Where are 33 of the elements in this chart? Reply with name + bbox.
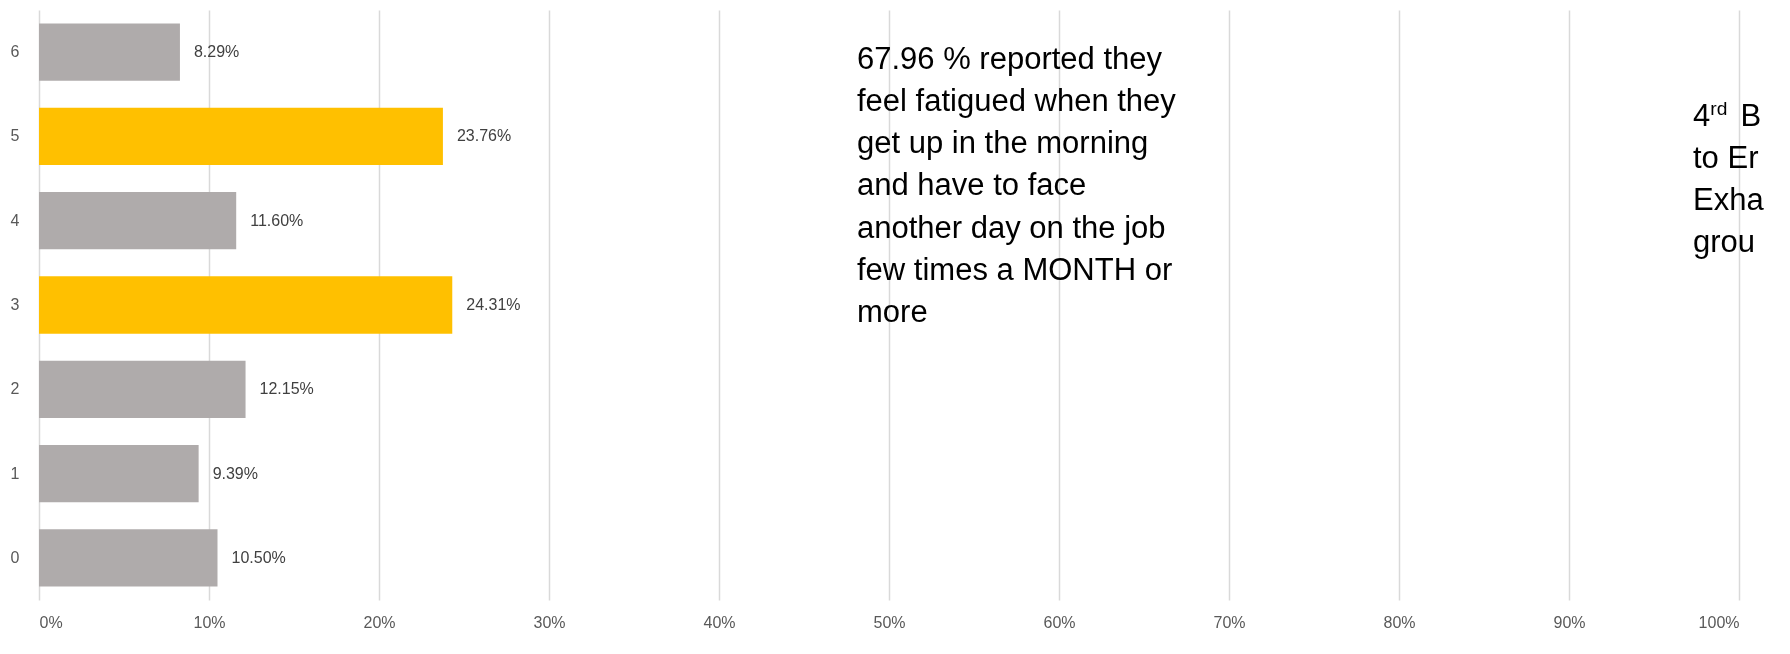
bar bbox=[39, 529, 218, 587]
x-tick-label: 70% bbox=[1213, 613, 1246, 631]
data-label: 8.29% bbox=[193, 43, 240, 61]
bar bbox=[39, 192, 237, 250]
y-tick-label: 2 bbox=[10, 380, 20, 398]
bar bbox=[39, 360, 246, 418]
x-tick-label: 90% bbox=[1553, 613, 1586, 631]
data-label: 9.39% bbox=[212, 464, 259, 482]
data-label: 24.31% bbox=[466, 296, 521, 313]
data-label: 10.50% bbox=[231, 548, 286, 566]
annotation: 67.96 % reported they feel fatigued when they get up in the morning and have to face another day on the job few times a MONTH or more bbox=[857, 41, 1177, 329]
x-tick-label: 20% bbox=[363, 613, 396, 631]
y-tick-label: 6 bbox=[10, 43, 20, 61]
x-tick-label: 100% bbox=[1698, 613, 1740, 631]
x-tick-label: 10% bbox=[193, 613, 226, 631]
bar bbox=[39, 444, 199, 503]
y-tick-label: 4 bbox=[10, 211, 20, 229]
bar bbox=[39, 276, 453, 334]
x-tick-label: 30% bbox=[533, 613, 566, 631]
x-tick-label: 80% bbox=[1383, 613, 1416, 631]
x-tick-label: 50% bbox=[873, 613, 906, 631]
y-tick-label: 5 bbox=[10, 127, 20, 145]
x-tick-label: 40% bbox=[703, 613, 736, 631]
data-label: 23.76% bbox=[456, 127, 512, 145]
x-tick-label: 0% bbox=[39, 613, 63, 631]
y-tick-label: 3 bbox=[10, 296, 20, 313]
bar bbox=[39, 107, 443, 166]
x-tick-label: 60% bbox=[1043, 613, 1076, 631]
data-label: 11.60% bbox=[250, 211, 304, 229]
y-tick-label: 0 bbox=[10, 548, 20, 566]
bar bbox=[39, 23, 180, 81]
data-label: 12.15% bbox=[259, 380, 314, 398]
y-tick-label: 1 bbox=[10, 464, 20, 482]
